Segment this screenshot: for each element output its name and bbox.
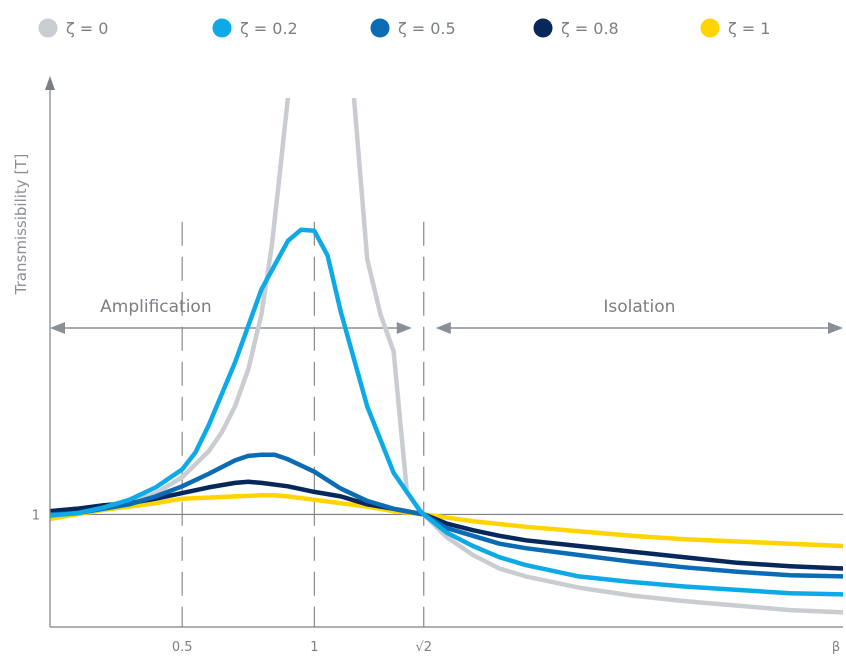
legend-label-4: ζ = 1 — [728, 19, 770, 38]
legend-swatch-1 — [212, 18, 232, 38]
series-lines — [50, 98, 843, 615]
axes — [45, 76, 843, 628]
legend: ζ = 0 ζ = 0.2 ζ = 0.5 ζ = 0.8 ζ = 1 — [38, 18, 770, 38]
legend-swatch-0 — [38, 18, 58, 38]
region-label-amplification: Amplification — [100, 297, 211, 317]
y-axis-title: Transmissibility [T] — [12, 154, 30, 296]
x-axis-title: β — [832, 640, 840, 655]
legend-swatch-2 — [370, 18, 390, 38]
x-tick-label-0: 0.5 — [172, 640, 193, 655]
legend-label-3: ζ = 0.8 — [561, 19, 619, 38]
region-label-isolation: Isolation — [603, 297, 675, 317]
region-arrowhead-right-amplification — [396, 322, 412, 334]
legend-label-0: ζ = 0 — [66, 19, 108, 38]
region-arrowhead-left-amplification — [50, 322, 65, 334]
series-line-4 — [50, 493, 843, 549]
axis-labels: 0.5 1 √2 1 β Transmissibility [T] — [12, 154, 840, 655]
series-line-2 — [50, 452, 843, 579]
series-line-0-segment-1 — [351, 98, 843, 615]
y-tick-label-0: 1 — [32, 508, 40, 523]
region-arrows: Amplification Isolation — [50, 297, 843, 334]
reference-lines — [50, 221, 843, 627]
region-arrowhead-right-isolation — [828, 322, 843, 334]
series-line-3 — [50, 479, 843, 571]
x-tick-label-1: 1 — [310, 640, 318, 655]
legend-swatch-3 — [533, 18, 553, 38]
legend-label-1: ζ = 0.2 — [240, 19, 298, 38]
legend-label-2: ζ = 0.5 — [398, 19, 456, 38]
series-line-1 — [50, 227, 843, 597]
legend-swatch-4 — [700, 18, 720, 38]
region-arrowhead-left-isolation — [435, 322, 451, 334]
x-tick-label-2: √2 — [415, 640, 432, 655]
y-axis-arrowhead — [45, 76, 55, 90]
